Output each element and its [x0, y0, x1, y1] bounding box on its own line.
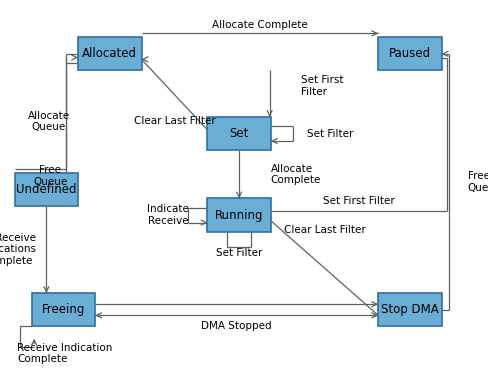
- Text: Indicate
Receive: Indicate Receive: [147, 204, 189, 226]
- Text: Set Filter: Set Filter: [216, 249, 263, 258]
- Text: Undefined: Undefined: [16, 183, 77, 196]
- Text: Allocate
Queue: Allocate Queue: [28, 111, 70, 132]
- Text: Receive Indication
Complete: Receive Indication Complete: [17, 343, 112, 364]
- Text: DMA Stopped: DMA Stopped: [202, 322, 272, 331]
- Text: Free
Queue: Free Queue: [33, 165, 67, 187]
- Text: Set First Filter: Set First Filter: [323, 196, 395, 206]
- Text: Paused: Paused: [389, 47, 431, 60]
- Text: Allocated: Allocated: [82, 47, 137, 60]
- Text: Free
Queue: Free Queue: [468, 171, 488, 193]
- FancyBboxPatch shape: [15, 173, 78, 206]
- FancyBboxPatch shape: [378, 293, 442, 326]
- FancyBboxPatch shape: [32, 293, 95, 326]
- Text: All Receive
Indications
Complete: All Receive Indications Complete: [0, 233, 36, 266]
- Text: Set: Set: [229, 127, 249, 140]
- Text: Allocate Complete: Allocate Complete: [212, 20, 308, 30]
- FancyBboxPatch shape: [207, 117, 271, 150]
- Text: Set First
Filter: Set First Filter: [301, 75, 344, 97]
- Text: Running: Running: [215, 209, 264, 222]
- FancyBboxPatch shape: [78, 37, 142, 70]
- Text: Set Filter: Set Filter: [307, 129, 354, 138]
- Text: Allocate
Complete: Allocate Complete: [271, 164, 321, 185]
- Text: Clear Last Filter: Clear Last Filter: [134, 116, 215, 125]
- Text: Stop DMA: Stop DMA: [381, 303, 439, 316]
- Text: Clear Last Filter: Clear Last Filter: [284, 225, 366, 235]
- Text: Freeing: Freeing: [42, 303, 85, 316]
- FancyBboxPatch shape: [378, 37, 442, 70]
- FancyBboxPatch shape: [207, 198, 271, 232]
